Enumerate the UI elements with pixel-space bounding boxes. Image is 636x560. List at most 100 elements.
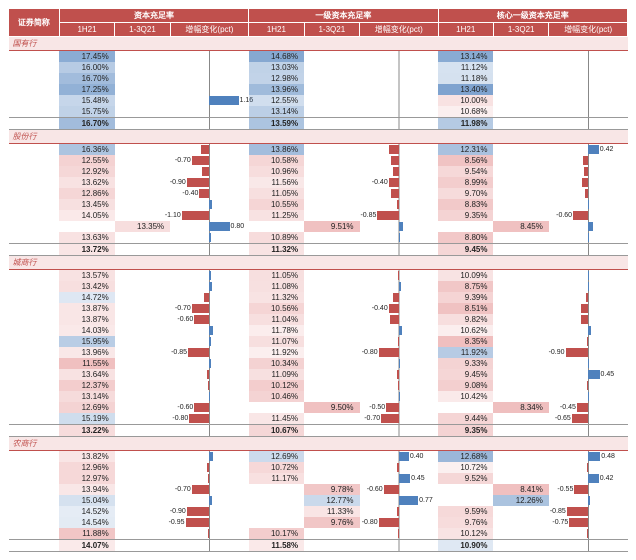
value-cell — [304, 391, 359, 402]
value-cell: 13.22% — [59, 425, 114, 437]
change-bar-cell: 0.48 — [549, 451, 628, 463]
value-cell — [304, 425, 359, 437]
change-bar-cell — [360, 62, 439, 73]
value-cell: 11.58% — [249, 540, 304, 552]
name-cell — [9, 221, 60, 232]
value-cell: 12.97% — [59, 473, 114, 484]
change-bar-cell — [360, 506, 439, 517]
value-cell: 13.72% — [59, 244, 114, 256]
change-bar-cell — [360, 325, 439, 336]
value-cell — [304, 336, 359, 347]
col-group-1: 一级资本充足率 — [249, 9, 438, 23]
change-bar-cell: -0.70 — [170, 303, 249, 314]
value-cell — [304, 95, 359, 106]
data-row: 13.96%-0.8511.92%-0.8011.92%-0.90 — [9, 347, 628, 358]
value-cell — [115, 402, 170, 413]
change-bar-cell: 1.16 — [170, 95, 249, 106]
name-cell — [9, 517, 60, 528]
value-cell — [493, 244, 548, 256]
value-cell: 8.45% — [493, 221, 548, 232]
value-cell: 12.96% — [59, 462, 114, 473]
value-cell — [493, 325, 548, 336]
change-bar-cell — [360, 270, 439, 282]
value-cell — [493, 347, 548, 358]
change-bar-cell — [170, 270, 249, 282]
change-bar-cell — [549, 106, 628, 118]
change-bar-cell — [549, 325, 628, 336]
data-row: 13.87%-0.6011.04%9.82% — [9, 314, 628, 325]
change-bar-cell — [360, 73, 439, 84]
value-cell — [304, 540, 359, 552]
value-cell — [115, 118, 170, 130]
name-cell — [9, 51, 60, 63]
name-cell — [9, 155, 60, 166]
section-label: 国有行 — [9, 37, 628, 51]
change-bar-cell: 0.42 — [549, 144, 628, 156]
value-cell: 11.32% — [249, 244, 304, 256]
change-bar-cell — [170, 391, 249, 402]
change-bar-cell — [549, 462, 628, 473]
data-row: 12.96%10.72%10.72% — [9, 462, 628, 473]
name-cell — [9, 413, 60, 425]
value-cell: 16.36% — [59, 144, 114, 156]
value-cell — [115, 244, 170, 256]
value-cell: 13.94% — [59, 484, 114, 495]
value-cell: 13.96% — [249, 84, 304, 95]
change-bar-cell — [549, 281, 628, 292]
change-bar-cell: -0.90 — [170, 177, 249, 188]
name-cell — [9, 281, 60, 292]
change-bar-cell — [360, 281, 439, 292]
data-row: 16.00%13.03%11.12% — [9, 62, 628, 73]
change-bar-cell — [360, 106, 439, 118]
value-cell — [115, 281, 170, 292]
change-bar-cell — [549, 380, 628, 391]
value-cell: 11.98% — [438, 118, 493, 130]
value-cell — [115, 517, 170, 528]
change-bar-cell — [170, 51, 249, 63]
data-row: 14.52%-0.9011.33%9.59%-0.85 — [9, 506, 628, 517]
change-bar-cell — [549, 303, 628, 314]
value-cell — [115, 391, 170, 402]
value-cell: 10.42% — [438, 391, 493, 402]
change-bar-cell — [360, 540, 439, 552]
value-cell: 11.12% — [438, 62, 493, 73]
value-cell: 11.56% — [249, 177, 304, 188]
value-cell: 10.89% — [249, 232, 304, 244]
value-cell: 10.96% — [249, 166, 304, 177]
change-bar-cell — [170, 232, 249, 244]
value-cell: 11.25% — [249, 210, 304, 221]
value-cell: 14.05% — [59, 210, 114, 221]
name-cell — [9, 402, 60, 413]
change-bar-cell — [170, 166, 249, 177]
change-bar-cell — [360, 380, 439, 391]
name-cell — [9, 270, 60, 282]
value-cell: 10.62% — [438, 325, 493, 336]
change-bar-cell: 0.80 — [170, 221, 249, 232]
value-cell: 9.33% — [438, 358, 493, 369]
value-cell: 14.07% — [59, 540, 114, 552]
value-cell — [493, 144, 548, 156]
summary-row: 16.70%13.59%11.98% — [9, 118, 628, 130]
value-cell: 13.42% — [59, 281, 114, 292]
value-cell: 11.08% — [249, 281, 304, 292]
value-cell: 13.64% — [59, 369, 114, 380]
value-cell: 13.35% — [115, 221, 170, 232]
value-cell — [304, 369, 359, 380]
value-cell: 12.55% — [249, 95, 304, 106]
section-label: 股份行 — [9, 130, 628, 144]
change-bar-cell — [549, 73, 628, 84]
value-cell: 12.69% — [59, 402, 114, 413]
capital-adequacy-table: 证券简称 资本充足率 一级资本充足率 核心一级资本充足率 1H21 1-3Q21… — [8, 8, 628, 552]
value-cell — [304, 270, 359, 282]
data-row: 15.19%-0.8011.45%-0.709.44%-0.65 — [9, 413, 628, 425]
value-cell — [493, 232, 548, 244]
data-row: 13.62%-0.9011.56%-0.408.99% — [9, 177, 628, 188]
change-bar-cell — [170, 73, 249, 84]
value-cell — [115, 506, 170, 517]
change-bar-cell — [360, 391, 439, 402]
value-cell: 12.31% — [438, 144, 493, 156]
sub-0-0: 1H21 — [59, 23, 114, 37]
name-cell — [9, 506, 60, 517]
data-row: 15.04%12.77%0.7712.26% — [9, 495, 628, 506]
summary-row: 14.07%11.58%10.90% — [9, 540, 628, 552]
